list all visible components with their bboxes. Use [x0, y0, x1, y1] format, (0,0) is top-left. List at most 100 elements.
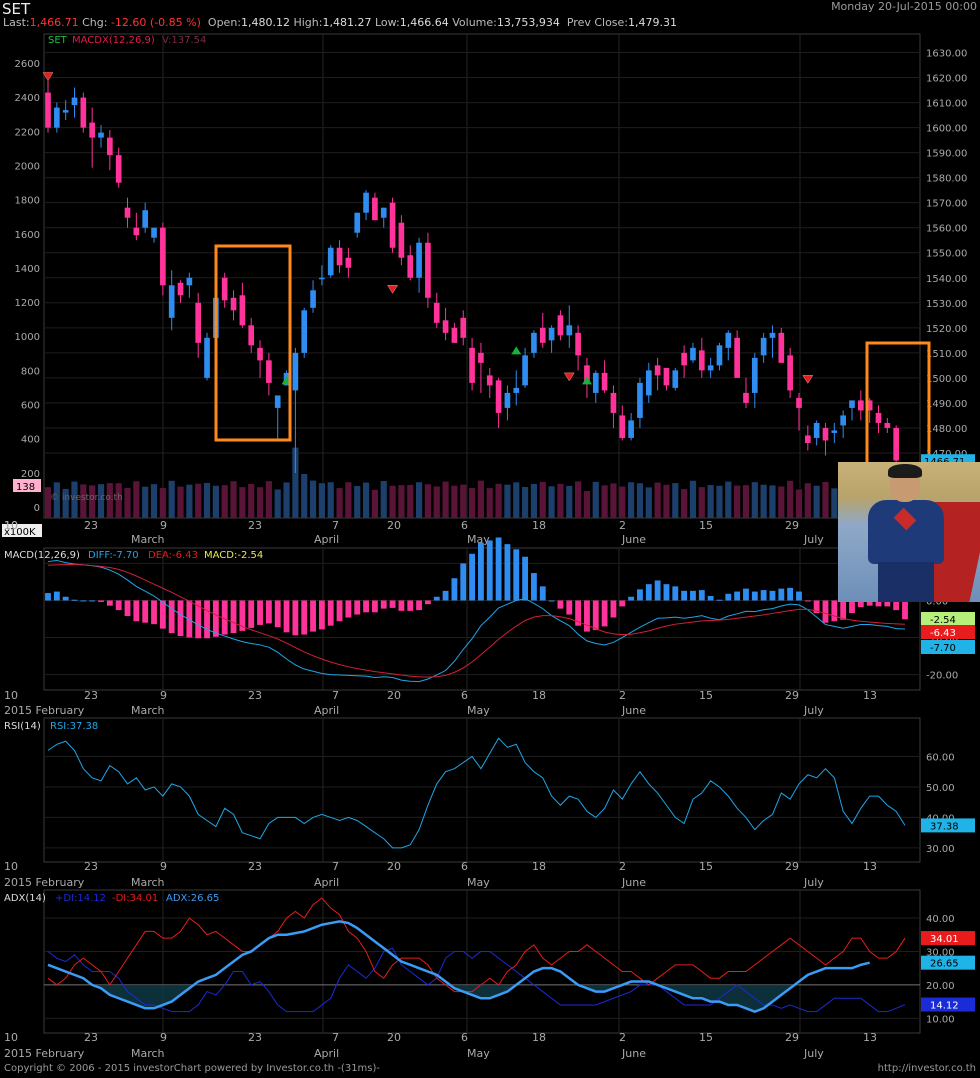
macd-histogram-bar: [71, 599, 78, 601]
candle-body: [425, 242, 431, 298]
volume-badge: 138: [16, 482, 35, 493]
price-tick-label: 1600.00: [926, 124, 967, 135]
footer-link[interactable]: http://investor.co.th: [877, 1063, 976, 1074]
candle-body: [160, 227, 166, 286]
macd-histogram-bar: [424, 600, 431, 605]
macd-histogram-bar: [601, 600, 608, 627]
adx-value-tag-bg: [921, 997, 975, 1012]
volume-bar: [610, 483, 617, 518]
volume-bar: [186, 484, 193, 518]
month-label: July: [803, 876, 824, 889]
macd-histogram-bar: [849, 600, 855, 614]
x-tick-label: 10: [4, 860, 18, 873]
volume-bar: [133, 481, 140, 518]
macd-histogram-bar: [707, 596, 714, 601]
adx-value-tag: 34.01: [930, 934, 959, 945]
price-tick-label: 1570.00: [926, 199, 967, 210]
volume-bar: [97, 484, 105, 518]
volume-bar: [804, 483, 811, 518]
month-label: June: [621, 876, 646, 889]
candle-body: [407, 255, 414, 278]
volume-bar: [203, 482, 211, 518]
volume-bar: [142, 486, 149, 518]
sell-signal-marker: [42, 72, 54, 82]
volume-bar: [159, 488, 166, 518]
month-label: April: [314, 533, 339, 546]
macd-histogram-bar: [239, 600, 246, 631]
price-tick-label: 1580.00: [926, 174, 967, 185]
volume-bar: [575, 481, 582, 518]
candle-body: [451, 327, 458, 343]
volume-bar: [672, 483, 679, 518]
candle-body: [80, 97, 87, 128]
left-tick-label: 1800: [15, 196, 40, 207]
candle-body: [592, 372, 599, 393]
volume-bar: [221, 485, 228, 518]
adx-value-tag: 26.65: [930, 959, 959, 970]
candle-body: [416, 242, 422, 278]
overlay-photo: [838, 462, 980, 602]
x-tick-label: 20: [387, 860, 401, 873]
rsi-tick-label: 50.00: [926, 783, 955, 794]
volume-bar: [460, 484, 467, 518]
adx-tick-label: 10.00: [926, 1014, 955, 1025]
macd-legend-title: MACD(12,26,9): [4, 550, 80, 561]
x-tick-label: 20: [387, 689, 401, 702]
macd-histogram-bar: [857, 600, 864, 608]
month-label: March: [131, 704, 165, 717]
volume-bar: [407, 484, 414, 518]
month-label: March: [131, 876, 165, 889]
last-label: Last:: [3, 16, 30, 29]
volume-bar: [248, 483, 255, 518]
volume-bar: [495, 483, 502, 518]
volume-bar: [283, 482, 290, 518]
macd-histogram-bar: [584, 600, 590, 632]
candle-body: [433, 302, 440, 323]
candle-body: [778, 332, 785, 363]
chg-label: Chg:: [82, 16, 108, 29]
volume-bar: [734, 485, 741, 518]
macd-histogram-bar: [663, 584, 670, 601]
x-tick-label: 18: [532, 1031, 546, 1044]
candle-body: [345, 257, 352, 268]
month-label: March: [131, 1047, 165, 1060]
candle-body: [460, 317, 467, 338]
x-tick-label: 7: [332, 519, 339, 532]
volume-bar: [309, 480, 317, 518]
price-tick-label: 1520.00: [926, 324, 967, 335]
volume-bar: [89, 485, 96, 518]
macd-histogram-bar: [230, 600, 237, 634]
month-label: May: [467, 876, 490, 889]
candle-body: [354, 212, 361, 233]
adx-tick-label: 40.00: [926, 914, 955, 925]
month-label: June: [621, 533, 646, 546]
month-label: May: [467, 533, 490, 546]
chart-date: Monday 20-Jul-2015 00:00: [831, 0, 977, 13]
left-tick-label: 600: [21, 401, 40, 412]
x-tick-label: 20: [387, 519, 401, 532]
high-label: High:: [293, 16, 323, 29]
macd-histogram-bar: [89, 600, 96, 602]
ticker-title: SET: [2, 0, 31, 18]
left-tick-label: 400: [21, 435, 40, 446]
volume-bar: [645, 487, 652, 518]
macd-histogram-bar: [654, 580, 661, 601]
macd-histogram-bar: [787, 587, 794, 601]
volume-bar: [822, 481, 829, 518]
macd-histogram-bar: [212, 600, 219, 637]
x-tick-label: 29: [785, 689, 799, 702]
x-tick-label: 18: [532, 519, 546, 532]
candle-body: [645, 370, 652, 396]
volume-bar: [256, 487, 264, 518]
candle-body: [204, 337, 210, 378]
price-tick-label: 1560.00: [926, 224, 967, 235]
volume-bar: [663, 484, 670, 518]
rsi-legend-value: RSI:37.38: [50, 721, 98, 732]
macd-histogram-bar: [345, 600, 352, 618]
volume-bar: [751, 482, 758, 518]
x-tick-label: 9: [160, 860, 167, 873]
panel-frame-0: [43, 33, 921, 519]
buy-signal-marker: [511, 346, 522, 355]
candle-body: [769, 332, 776, 338]
